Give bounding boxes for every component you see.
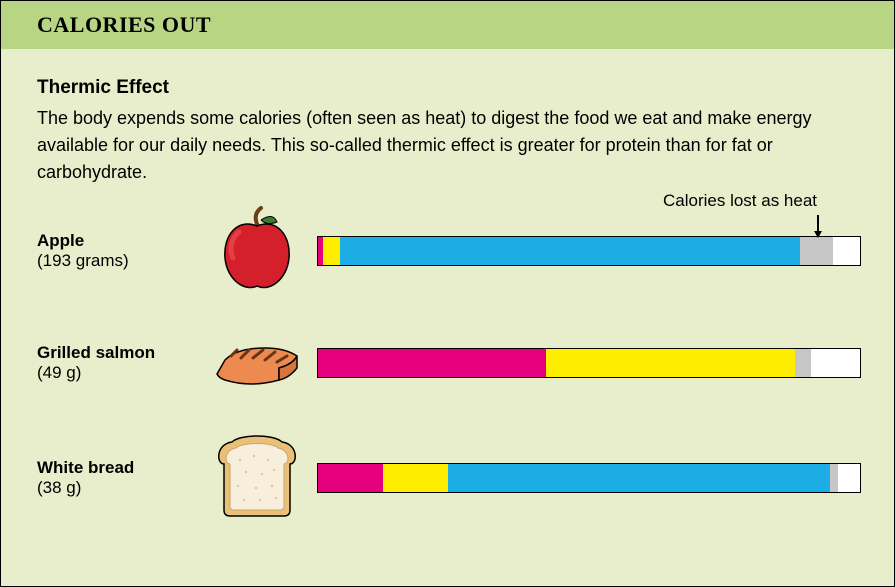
infographic-page: CALORIES OUT Thermic Effect The body exp… bbox=[0, 0, 895, 587]
bar-segment bbox=[546, 349, 795, 377]
bar-segment bbox=[318, 464, 383, 492]
food-row-apple: Apple (193 grams) bbox=[37, 206, 858, 296]
bread-icon bbox=[210, 430, 305, 525]
section-text: The body expends some calories (often se… bbox=[37, 105, 857, 186]
annotation-pointer-arrow bbox=[814, 231, 822, 238]
food-label-col: Grilled salmon (49 g) bbox=[37, 343, 197, 383]
bar-salmon bbox=[317, 348, 861, 378]
food-label-col: Apple (193 grams) bbox=[37, 231, 197, 271]
bar-segment bbox=[340, 237, 801, 265]
annotation-pointer-line bbox=[817, 215, 819, 232]
food-detail: (38 g) bbox=[37, 478, 197, 498]
food-detail: (49 g) bbox=[37, 363, 197, 383]
food-label-col: White bread (38 g) bbox=[37, 458, 197, 498]
food-name: Apple bbox=[37, 231, 197, 251]
food-row-bread: White bread (38 g) bbox=[37, 430, 858, 525]
section-title: Thermic Effect bbox=[37, 77, 858, 99]
food-icon-col bbox=[197, 430, 317, 525]
food-icon-col bbox=[197, 206, 317, 296]
bar-col bbox=[317, 348, 861, 378]
bar-col bbox=[317, 236, 861, 266]
bar-segment bbox=[323, 237, 339, 265]
bar-apple bbox=[317, 236, 861, 266]
bar-segment bbox=[838, 464, 860, 492]
apple-icon bbox=[217, 206, 297, 296]
bar-segment bbox=[800, 237, 833, 265]
bar-segment bbox=[830, 464, 838, 492]
content-area: Thermic Effect The body expends some cal… bbox=[1, 49, 894, 525]
page-title: CALORIES OUT bbox=[37, 12, 211, 38]
bar-segment bbox=[795, 349, 811, 377]
bar-segment bbox=[833, 237, 860, 265]
bar-segment bbox=[318, 349, 546, 377]
food-name: Grilled salmon bbox=[37, 343, 197, 363]
salmon-icon bbox=[207, 328, 307, 398]
food-icon-col bbox=[197, 328, 317, 398]
food-rows: Apple (193 grams) G bbox=[37, 206, 858, 525]
bar-segment bbox=[448, 464, 830, 492]
header-bar: CALORIES OUT bbox=[1, 1, 894, 49]
bar-bread bbox=[317, 463, 861, 493]
food-detail: (193 grams) bbox=[37, 251, 197, 271]
bar-segment bbox=[811, 349, 860, 377]
heat-annotation-label: Calories lost as heat bbox=[663, 191, 817, 211]
food-row-salmon: Grilled salmon (49 g) bbox=[37, 328, 858, 398]
bar-segment bbox=[383, 464, 448, 492]
bar-col bbox=[317, 463, 861, 493]
food-name: White bread bbox=[37, 458, 197, 478]
